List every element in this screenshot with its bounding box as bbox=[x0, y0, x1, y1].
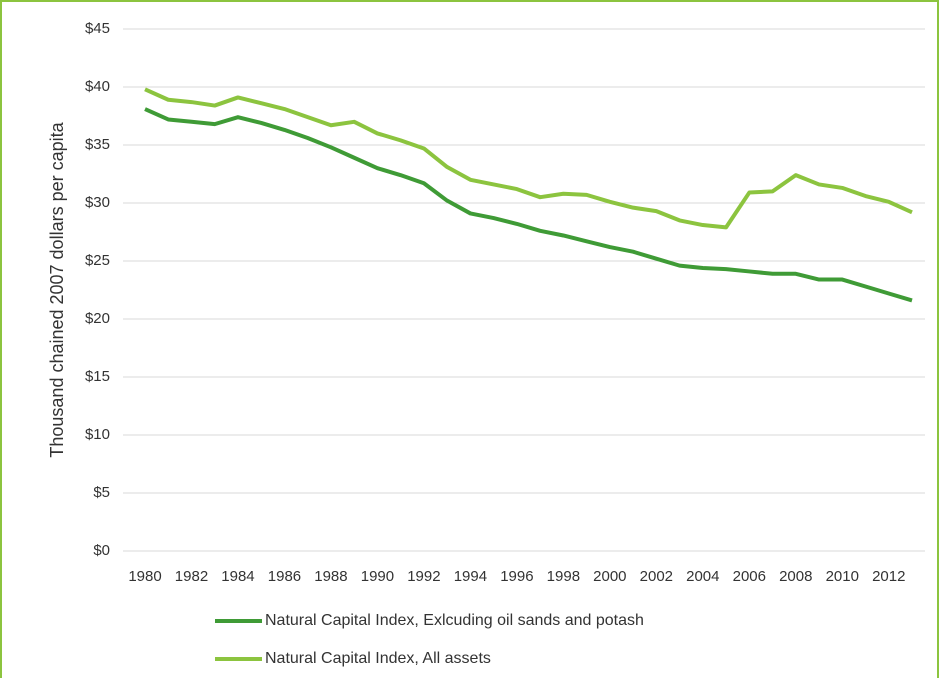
y-tick-label: $35 bbox=[85, 136, 110, 153]
x-tick-label: 2008 bbox=[779, 568, 812, 585]
x-tick-label: 1984 bbox=[221, 568, 254, 585]
x-tick-label: 1994 bbox=[454, 568, 487, 585]
series-line bbox=[144, 107, 913, 303]
x-tick-label: 1982 bbox=[175, 568, 208, 585]
y-tick-label: $20 bbox=[85, 310, 110, 327]
x-tick-label: 2004 bbox=[686, 568, 719, 585]
x-tick-label: 1992 bbox=[407, 568, 440, 585]
y-tick-label: $25 bbox=[85, 252, 110, 269]
x-tick-label: 1996 bbox=[500, 568, 533, 585]
x-tick-label: 2010 bbox=[826, 568, 859, 585]
y-tick-label: $45 bbox=[85, 20, 110, 37]
y-tick-label: $0 bbox=[93, 542, 110, 559]
x-tick-label: 1986 bbox=[268, 568, 301, 585]
x-tick-label: 1990 bbox=[361, 568, 394, 585]
y-tick-label: $5 bbox=[93, 484, 110, 501]
legend-label: Natural Capital Index, All assets bbox=[265, 650, 491, 667]
x-tick-label: 1980 bbox=[128, 568, 161, 585]
y-tick-label: $30 bbox=[85, 194, 110, 211]
y-tick-label: $15 bbox=[85, 368, 110, 385]
x-tick-label: 2002 bbox=[640, 568, 673, 585]
y-axis-label: Thousand chained 2007 dollars per capita bbox=[47, 121, 67, 457]
y-tick-label: $10 bbox=[85, 426, 110, 443]
legend-label: Natural Capital Index, Exlcuding oil san… bbox=[265, 612, 644, 629]
series-line bbox=[144, 87, 913, 230]
x-tick-label: 2012 bbox=[872, 568, 905, 585]
x-tick-label: 2000 bbox=[593, 568, 626, 585]
y-tick-label: $40 bbox=[85, 78, 110, 95]
x-tick-label: 2006 bbox=[733, 568, 766, 585]
x-tick-label: 1998 bbox=[547, 568, 580, 585]
x-tick-label: 1988 bbox=[314, 568, 347, 585]
